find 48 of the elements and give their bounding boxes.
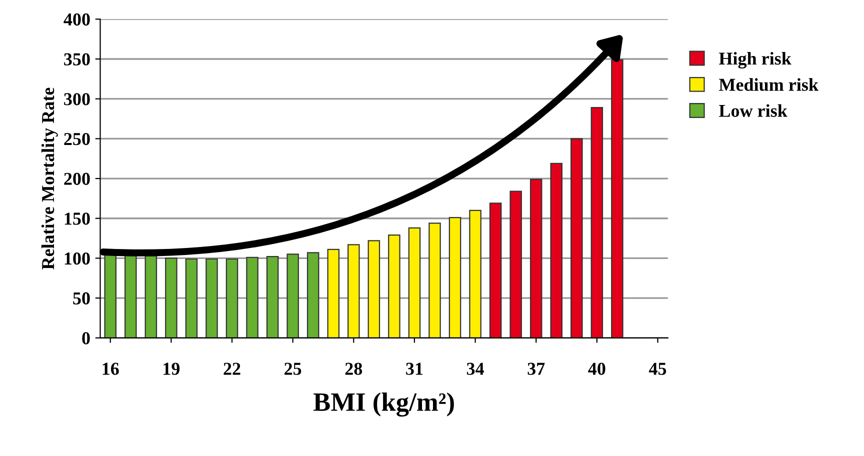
bar — [530, 178, 542, 338]
bar — [165, 258, 178, 338]
x-axis-title: BMI (kg/m²) — [313, 392, 454, 417]
bar — [286, 254, 299, 338]
x-tick-label: 40 — [588, 362, 606, 375]
bar — [104, 254, 116, 338]
legend-label: Low risk — [718, 104, 788, 117]
bar — [590, 107, 604, 338]
x-tick-label: 16 — [102, 362, 119, 375]
bar — [570, 138, 583, 338]
x-tick-label: 22 — [224, 362, 240, 375]
y-tick-label: 350 — [64, 53, 90, 66]
bar — [510, 190, 522, 338]
y-tick-label: 0 — [82, 332, 90, 344]
y-axis-title: Relative Mortality Rate — [41, 88, 58, 270]
y-tick-label: 250 — [64, 132, 90, 146]
x-tick-label: 28 — [345, 362, 362, 375]
bar — [226, 258, 238, 338]
y-tick-label: 400 — [64, 13, 90, 26]
bar — [489, 202, 502, 338]
y-tick-label: 50 — [73, 292, 90, 304]
bar — [206, 258, 218, 338]
x-tick-label: 37 — [528, 362, 545, 375]
bar — [266, 256, 279, 338]
y-tick-label: 100 — [64, 252, 90, 265]
bar — [348, 244, 360, 338]
bar — [448, 217, 462, 338]
bar — [550, 162, 562, 338]
bar — [428, 222, 441, 338]
bar — [306, 252, 320, 338]
bar — [185, 258, 198, 338]
bar — [408, 227, 421, 338]
x-tick-label: 19 — [164, 362, 180, 375]
y-tick-label: 300 — [64, 93, 90, 106]
x-tick-label: 25 — [284, 362, 302, 375]
x-tick-label: 45 — [648, 362, 666, 375]
bar — [144, 255, 158, 338]
bar — [368, 240, 380, 338]
legend-label: Medium risk — [718, 78, 818, 91]
x-tick-label: 31 — [406, 362, 423, 375]
x-tick-label: 34 — [466, 362, 484, 375]
y-tick-label: 150 — [64, 212, 90, 225]
bar — [327, 248, 340, 338]
y-tick-label: 200 — [64, 172, 90, 185]
bar — [469, 210, 482, 338]
legend-label: High risk — [718, 52, 792, 69]
bar — [246, 256, 258, 338]
bar — [388, 234, 400, 338]
